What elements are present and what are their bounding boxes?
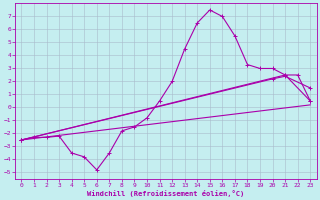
- X-axis label: Windchill (Refroidissement éolien,°C): Windchill (Refroidissement éolien,°C): [87, 190, 244, 197]
